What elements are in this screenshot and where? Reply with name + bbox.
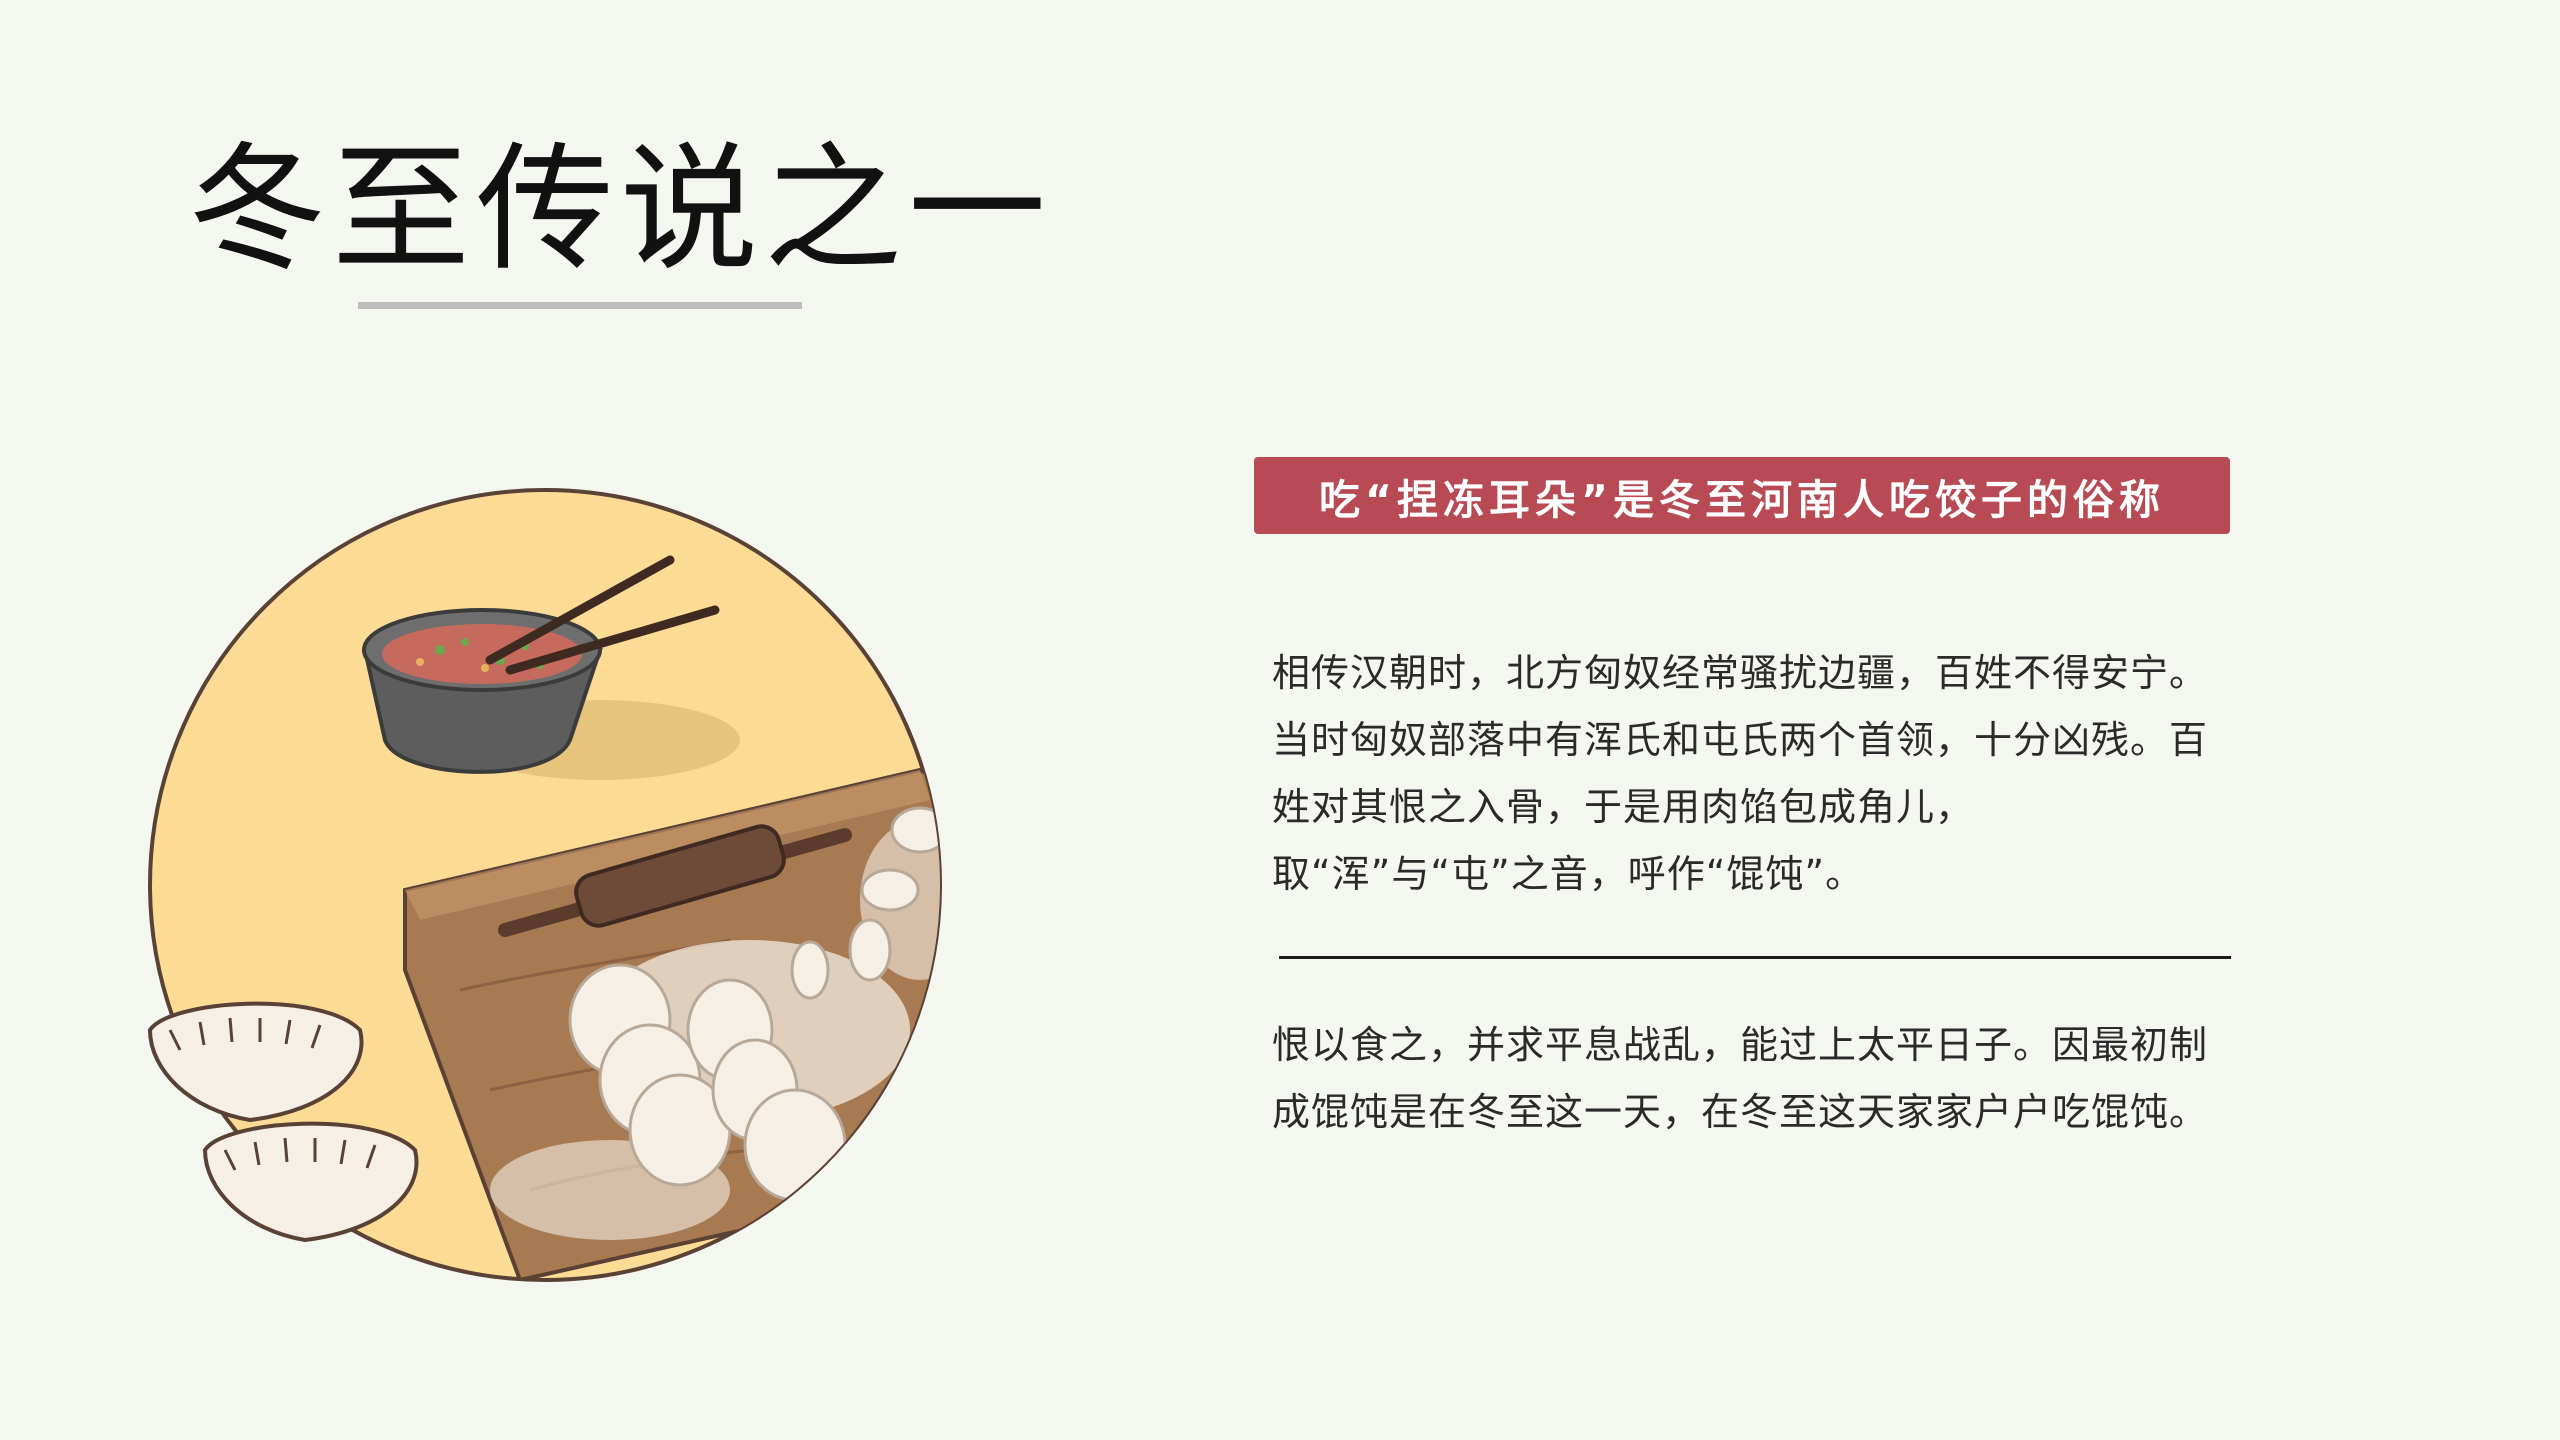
dumpling-illustration bbox=[147, 488, 942, 1282]
divider bbox=[1279, 956, 2231, 959]
rolling-pin-icon bbox=[498, 824, 852, 937]
paragraph-1: 相传汉朝时，北方匈奴经常骚扰边疆，百姓不得安宁。当时匈奴部落中有浑氏和屯氏两个首… bbox=[1272, 651, 2209, 896]
page-title: 冬至传说之一 bbox=[188, 129, 1053, 290]
dumpling-icon bbox=[147, 1001, 364, 1123]
highlight-badge: 吃“捏冻耳朵”是冬至河南人吃饺子的俗称 bbox=[1254, 457, 2230, 534]
bowl-icon bbox=[362, 555, 720, 774]
title-underline bbox=[358, 302, 802, 309]
dumpling-icon bbox=[202, 1121, 419, 1243]
paragraph-2: 恨以食之，并求平息战乱，能过上太平日子。因最初制成馄饨是在冬至这一天，在冬至这天… bbox=[1272, 1023, 2209, 1134]
